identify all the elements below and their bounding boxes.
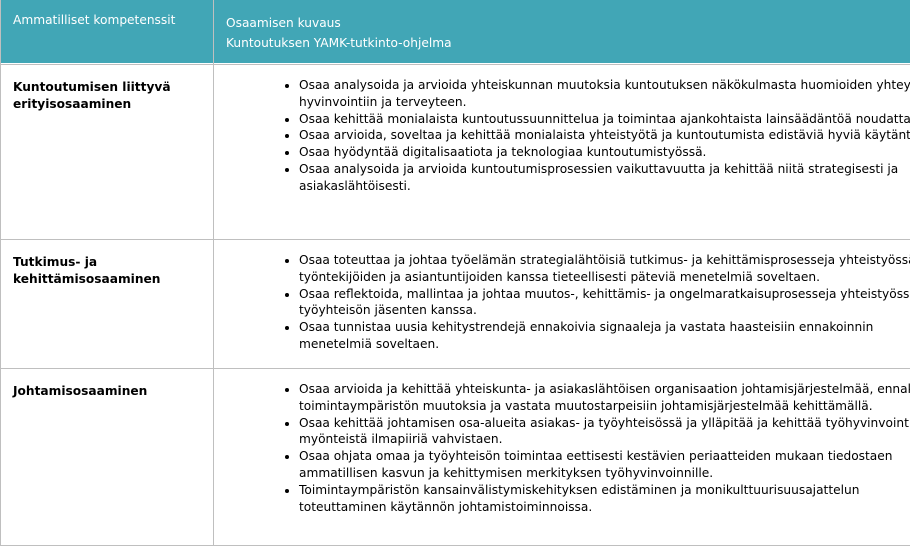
description-item: Osaa analysoida ja arvioida yhteiskunnan… — [299, 77, 910, 111]
description-list: Osaa analysoida ja arvioida yhteiskunnan… — [251, 77, 910, 195]
table-row: Kuntoutumisen liittyvä erityisosaaminen O… — [1, 64, 910, 239]
description-item: Osaa tunnistaa uusia kehitystrendejä enn… — [299, 319, 910, 353]
description-item: Osaa kehittää johtamisen osa-alueita asi… — [299, 415, 910, 449]
description-list: Osaa toteuttaa ja johtaa työelämän strat… — [251, 252, 910, 353]
header-line: Osaamisen kuvaus — [226, 16, 341, 30]
competence: Kuntoutumisen liittyvä erityisosaaminen — [13, 80, 171, 111]
header: Ammatilliset kompetenssit Osaamisen kuva… — [1, 0, 910, 63]
description-list: Osaa arvioida ja kehittää yhteiskunta- j… — [251, 381, 910, 515]
description-item: Osaa ohjata omaa ja työyhteisön toiminta… — [299, 448, 910, 482]
description-item: Osaa arvioida ja kehittää yhteiskunta- j… — [299, 381, 910, 415]
competence: Tutkimus- ja kehittämisosaaminen — [13, 255, 161, 286]
description-item: Toimintaympäristön kansainvälistymiskehi… — [299, 482, 910, 516]
column-divider — [213, 0, 214, 545]
header-cell: Ammatilliset kompetenssit — [13, 13, 176, 27]
description-item: Osaa analysoida ja arvioida kuntoutumisp… — [299, 161, 910, 195]
table-row: Tutkimus- ja kehittämisosaaminen Osaa tot… — [1, 239, 910, 368]
description-item: Osaa hyödyntää digitalisaatiota ja tekno… — [299, 144, 910, 161]
table-row: Johtamisosaaminen Osaa arvioida ja kehitt… — [1, 368, 910, 546]
description-item: Osaa toteuttaa ja johtaa työelämän strat… — [299, 252, 910, 286]
description-item: Osaa arvioida, soveltaa ja kehittää moni… — [299, 127, 910, 144]
header-cell: Osaamisen kuvaus Kuntoutuksen YAMK-tutki… — [226, 13, 452, 53]
description-item: Osaa reflektoida, mallintaa ja johtaa mu… — [299, 286, 910, 320]
competence: Johtamisosaaminen — [13, 384, 148, 398]
description-item: Osaa kehittää monialaista kuntoutussuunn… — [299, 111, 910, 128]
header-line: Kuntoutuksen YAMK-tutkinto-ohjelma — [226, 36, 452, 50]
